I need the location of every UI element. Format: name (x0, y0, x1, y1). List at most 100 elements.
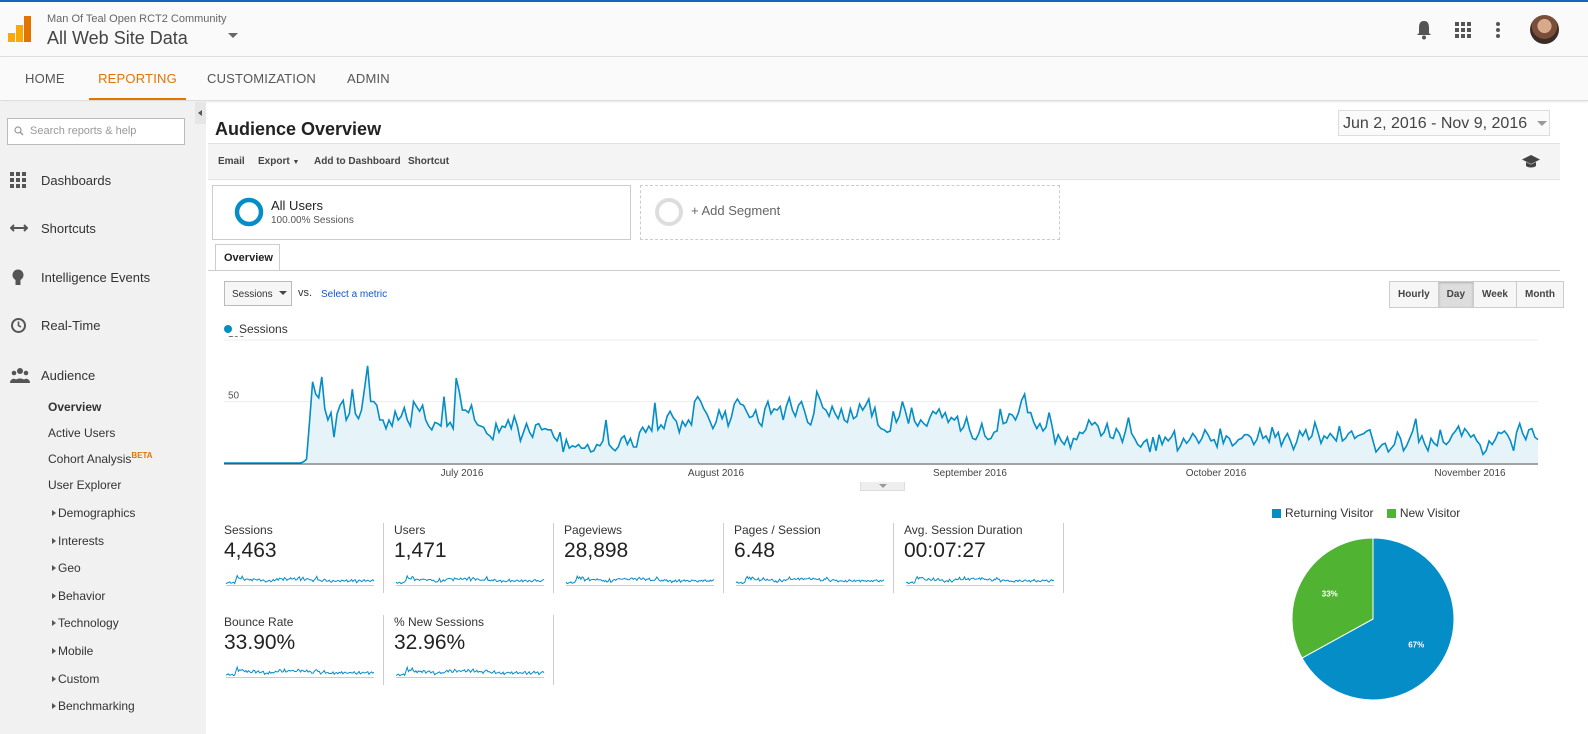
visitor-type-pie-chart[interactable]: 67% 33% (1290, 536, 1456, 702)
sidebar-item-real-time[interactable]: Real-Time (0, 315, 190, 337)
sidebar (0, 102, 206, 734)
add-segment-button[interactable]: + Add Segment (640, 185, 1060, 240)
tab-overview[interactable]: Overview (215, 244, 280, 271)
expand-arrow-icon[interactable] (52, 537, 56, 544)
sparkline-path (565, 574, 715, 585)
day-button[interactable]: Day (1438, 282, 1475, 307)
expand-arrow-icon[interactable] (52, 565, 56, 572)
email-button[interactable]: Email (218, 156, 245, 167)
chevron-down-icon[interactable] (1537, 121, 1547, 126)
main-tabs: HOME REPORTING CUSTOMIZATION ADMIN (0, 57, 1588, 101)
analytics-logo-icon[interactable] (8, 16, 32, 42)
metric-card-new-sessions[interactable]: % New Sessions 32.96% (394, 615, 554, 685)
metric-value: 28,898 (564, 539, 629, 562)
legend-label: Sessions (239, 322, 288, 336)
sidebar-sub-technology[interactable]: Technology (58, 616, 119, 631)
chevron-down-icon[interactable] (279, 291, 287, 295)
property-name[interactable]: All Web Site Data (47, 28, 188, 48)
metric-card-pages-per-session[interactable]: Pages / Session 6.48 (734, 523, 894, 593)
hourly-button[interactable]: Hourly (1390, 282, 1439, 307)
expand-arrow-icon[interactable] (52, 620, 56, 627)
divider (208, 270, 1560, 271)
shortcut-button[interactable]: Shortcut (408, 156, 450, 167)
people-icon (10, 368, 30, 383)
chart-area (224, 365, 1538, 463)
sidebar-sub-benchmarking[interactable]: Benchmarking (58, 699, 135, 714)
sparkline-path (395, 665, 545, 677)
legend-swatch (1386, 509, 1396, 518)
segment-all-users[interactable]: All Users 100.00% Sessions (212, 185, 631, 240)
metric-card-users[interactable]: Users 1,471 (394, 523, 554, 593)
more-vert-icon[interactable] (1495, 22, 1501, 38)
sidebar-sub-active-users[interactable]: Active Users (48, 426, 116, 440)
sidebar-item-dashboards[interactable]: Dashboards (0, 170, 190, 192)
add-segment-label: + Add Segment (691, 203, 781, 218)
sidebar-sub-mobile[interactable]: Mobile (58, 644, 94, 658)
chart-expand-handle[interactable] (860, 482, 905, 491)
legend-item-returning-visitor[interactable]: Returning Visitor (1272, 506, 1374, 520)
legend-item-new-visitor[interactable]: New Visitor (1386, 506, 1460, 520)
metric-label: Pages / Session (734, 523, 821, 537)
x-tick-label: July 2016 (441, 468, 484, 479)
sidebar-item-label: Real-Time (41, 318, 101, 333)
sidebar-sub-cohort-analysis[interactable]: Cohort AnalysisBETA (48, 451, 153, 466)
tab-home[interactable]: HOME (25, 71, 65, 86)
select-metric-link[interactable]: Select a metric (321, 289, 388, 300)
tab-reporting[interactable]: REPORTING (89, 57, 186, 100)
chart-line (224, 365, 1539, 464)
expand-arrow-icon[interactable] (52, 675, 56, 682)
sidebar-item-label: Shortcuts (41, 221, 96, 236)
metric-label: % New Sessions (394, 615, 485, 629)
tab-customization[interactable]: CUSTOMIZATION (207, 71, 317, 86)
top-bar: Man Of Teal Open RCT2 Community All Web … (0, 0, 1588, 57)
date-range-picker[interactable]: Jun 2, 2016 - Nov 9, 2016 (1338, 110, 1550, 136)
metric-card-pageviews[interactable]: Pageviews 28,898 (564, 523, 724, 593)
pie-legend: Returning Visitor New Visitor (1272, 506, 1460, 520)
account-name[interactable]: Man Of Teal Open RCT2 Community (47, 13, 227, 25)
apps-grid-icon[interactable] (1455, 22, 1471, 38)
sidebar-sub-custom[interactable]: Custom (58, 671, 100, 686)
month-button[interactable]: Month (1516, 282, 1563, 307)
chevron-down-icon[interactable] (228, 33, 238, 38)
sessions-line-chart[interactable]: 100 50 July 2016 August 2016 September 2016… (220, 336, 1540, 482)
y-tick-label: 100 (228, 336, 245, 340)
expand-arrow-icon[interactable] (52, 648, 56, 654)
add-to-dashboard-button[interactable]: Add to Dashboard (314, 156, 401, 167)
expand-arrow-icon[interactable] (52, 703, 56, 710)
pie-slice-new-visitor[interactable] (1291, 537, 1374, 659)
segment-name: All Users (271, 198, 324, 213)
sidebar-sub-label: Cohort Analysis (48, 452, 132, 466)
metric-card-bounce-rate[interactable]: Bounce Rate 33.90% (224, 615, 384, 685)
page-title: Audience Overview (215, 119, 382, 139)
metric-value: 1,471 (394, 539, 447, 562)
week-button[interactable]: Week (1474, 282, 1517, 307)
export-button[interactable]: Export ▼ (258, 156, 299, 167)
tab-admin[interactable]: ADMIN (347, 71, 390, 86)
legend-dot (224, 325, 232, 333)
metric-label: Users (394, 523, 426, 537)
sidebar-sub-geo[interactable]: Geo (58, 561, 81, 576)
sidebar-sub-demographics[interactable]: Demographics (58, 506, 136, 520)
metric-label: Pageviews (564, 523, 623, 537)
sidebar-sub-overview[interactable]: Overview (48, 400, 102, 414)
metric-card-sessions[interactable]: Sessions 4,463 (224, 523, 384, 593)
sparkline-path (225, 574, 375, 585)
search-input[interactable]: Search reports & help (7, 118, 185, 145)
metric-card-avg-session-duration[interactable]: Avg. Session Duration 00:07:27 (904, 523, 1064, 593)
sidebar-item-shortcuts[interactable]: Shortcuts (0, 218, 190, 240)
sidebar-collapse-button[interactable] (195, 102, 206, 124)
sidebar-sub-interests[interactable]: Interests (58, 533, 105, 548)
sidebar-sub-user-explorer[interactable]: User Explorer (48, 478, 122, 492)
bell-icon[interactable] (1416, 20, 1432, 40)
sidebar-item-label: Dashboards (41, 173, 112, 188)
graduation-cap-icon[interactable] (1522, 155, 1540, 169)
sparkline (565, 574, 715, 586)
pie-slice-returning-visitor[interactable] (1301, 537, 1455, 701)
sidebar-item-intelligence-events[interactable]: Intelligence Events (0, 267, 190, 289)
sidebar-item-audience[interactable]: Audience (0, 365, 190, 387)
sidebar-sub-behavior[interactable]: Behavior (58, 588, 106, 603)
expand-arrow-icon[interactable] (52, 510, 56, 516)
avatar[interactable] (1530, 15, 1559, 44)
expand-arrow-icon[interactable] (52, 592, 56, 599)
clock-icon (11, 318, 26, 333)
